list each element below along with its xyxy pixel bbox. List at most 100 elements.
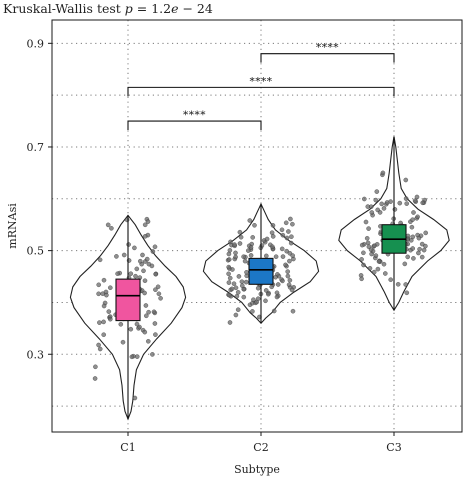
data-point-c1: [146, 261, 152, 267]
data-point-c2: [234, 293, 240, 299]
data-point-c3: [373, 253, 379, 258]
data-point-c3: [371, 269, 377, 275]
data-point-c2: [279, 227, 285, 233]
data-point-c2: [274, 294, 280, 300]
data-point-c1: [107, 316, 113, 322]
significance-label: ****: [250, 75, 273, 87]
data-point-c1: [155, 284, 161, 290]
data-point-c1: [142, 290, 147, 296]
data-point-c2: [252, 222, 257, 228]
data-point-c1: [96, 291, 101, 297]
data-point-c1: [137, 324, 142, 330]
data-point-c3: [379, 201, 385, 207]
significance-bracket: [260, 53, 395, 63]
data-point-c2: [227, 275, 233, 281]
data-point-c3: [381, 206, 387, 211]
data-point-c2: [242, 258, 248, 264]
significance-bracket: [127, 120, 262, 131]
y-tick-label: 0.5: [27, 245, 45, 258]
data-point-c1: [124, 217, 130, 223]
data-point-c2: [289, 234, 294, 240]
data-point-c2: [226, 264, 232, 270]
data-point-c2: [270, 223, 276, 228]
data-point-c1: [106, 309, 112, 314]
data-point-c2: [283, 262, 288, 268]
data-point-c3: [410, 217, 415, 223]
data-point-c1: [101, 332, 107, 338]
data-point-c3: [411, 210, 416, 215]
data-point-c3: [419, 254, 425, 260]
chart-title: Kruskal-Wallis test p = 1.2e − 24: [3, 1, 213, 16]
data-point-c2: [270, 244, 275, 250]
data-point-c3: [382, 271, 388, 276]
data-point-c1: [153, 287, 158, 293]
data-point-c1: [151, 309, 157, 315]
data-point-c3: [359, 242, 365, 248]
data-point-c1: [97, 346, 103, 352]
data-point-c1: [146, 309, 151, 315]
data-point-c2: [237, 229, 243, 235]
data-point-c1: [100, 291, 106, 297]
x-axis-label: Subtype: [234, 463, 280, 476]
data-point-c2: [226, 271, 231, 277]
data-point-c3: [359, 257, 364, 262]
data-point-c1: [140, 252, 145, 258]
data-point-c2: [226, 251, 232, 257]
data-point-c1: [153, 332, 158, 337]
data-point-c1: [142, 329, 148, 335]
x-tick-label: C1: [120, 441, 135, 454]
data-point-c2: [233, 285, 239, 291]
significance-layer: **** **** ****: [127, 42, 395, 131]
data-point-c3: [372, 243, 377, 249]
data-point-c1: [132, 395, 138, 401]
data-point-c2: [275, 282, 281, 287]
data-point-c1: [97, 257, 103, 263]
data-point-c2: [264, 236, 270, 242]
data-point-c3: [388, 277, 394, 283]
data-point-c2: [241, 294, 247, 300]
data-point-c2: [238, 234, 244, 240]
data-point-c3: [397, 200, 403, 206]
box-c1: [115, 278, 141, 322]
data-point-c3: [404, 290, 410, 296]
data-point-c2: [284, 235, 290, 241]
data-point-c2: [226, 257, 232, 262]
data-point-c3: [410, 234, 416, 240]
data-point-c2: [263, 298, 268, 304]
data-point-c2: [233, 254, 238, 260]
point-layer: [92, 170, 429, 401]
title-p-symbol: p: [125, 1, 133, 16]
data-point-c3: [376, 259, 382, 264]
data-point-c2: [279, 246, 285, 252]
data-point-c2: [235, 289, 241, 295]
data-point-c1: [101, 319, 106, 325]
data-point-c1: [97, 320, 102, 325]
data-point-c2: [274, 290, 280, 296]
data-point-c2: [273, 254, 279, 260]
data-point-c2: [265, 291, 271, 297]
data-point-c2: [239, 283, 245, 289]
plot-frame: [51, 19, 463, 433]
data-point-c3: [405, 254, 411, 260]
data-point-c2: [283, 220, 289, 226]
data-point-c1: [142, 233, 148, 239]
data-point-c1: [150, 352, 155, 357]
data-point-c2: [285, 273, 291, 279]
data-point-c1: [143, 313, 149, 319]
data-point-c3: [392, 207, 398, 212]
data-point-c2: [250, 309, 255, 314]
data-point-c1: [105, 222, 111, 228]
data-point-c3: [416, 235, 422, 241]
data-point-c3: [361, 262, 366, 268]
data-point-c2: [289, 287, 295, 293]
data-point-c1: [114, 254, 119, 259]
data-point-c2: [273, 274, 278, 280]
data-point-c3: [366, 244, 372, 250]
data-point-c2: [241, 254, 246, 260]
data-point-c1: [109, 225, 114, 231]
data-point-c1: [134, 266, 140, 272]
data-point-c2: [254, 299, 260, 305]
data-point-c1: [142, 278, 148, 284]
data-point-c2: [284, 248, 290, 254]
data-point-c3: [423, 230, 429, 236]
